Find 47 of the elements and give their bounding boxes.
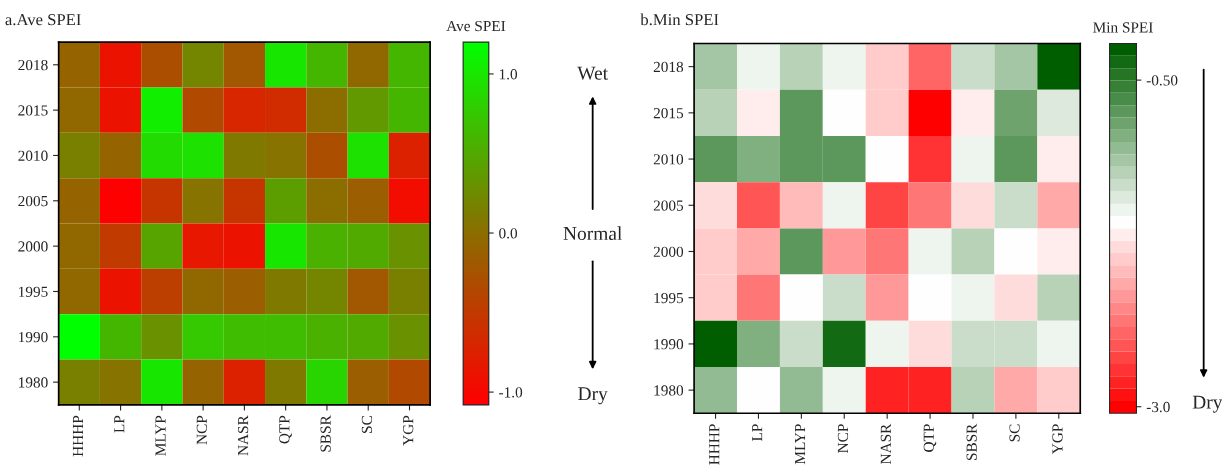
y-tick-label: 2000 — [18, 241, 48, 252]
x-tick-label: YGP — [403, 415, 414, 446]
y-tick-label: 1995 — [19, 286, 48, 297]
x-tick-label: NASR — [237, 415, 249, 456]
x-tick-label: HHHP — [709, 424, 720, 465]
y-tick-label: 1990 — [19, 331, 48, 343]
y-tick-label: 2005 — [653, 200, 684, 211]
x-tick-label: MLYP — [795, 424, 806, 465]
color-bar-label: -1.0 — [499, 387, 523, 398]
y-tick-label: 2015 — [18, 105, 48, 116]
y-tick-label: 2005 — [18, 195, 48, 207]
color-bar-label: -0.50 — [1146, 75, 1178, 86]
color-bar-title: Ave SPEI — [446, 20, 506, 32]
x-tick-label: LP — [114, 415, 125, 433]
color-bar-label: 0.0 — [499, 228, 518, 239]
chart-title: a.Ave SPEI — [5, 14, 81, 26]
text: Dry — [578, 387, 608, 405]
y-tick-label: 1980 — [19, 377, 48, 388]
x-tick-label: YGP — [1052, 424, 1063, 455]
x-tick-label: NCP — [196, 415, 207, 445]
x-tick-label: SBSR — [966, 423, 977, 461]
y-tick-label: 1980 — [654, 385, 684, 396]
y-tick-label: 2018 — [653, 61, 684, 73]
y-tick-label: 2015 — [653, 107, 684, 119]
x-tick-label: SC — [1009, 424, 1020, 442]
text: Wet — [577, 66, 608, 80]
y-tick-label: 2018 — [18, 59, 48, 71]
x-tick-label: QTP — [923, 424, 937, 452]
x-tick-label: NCP — [837, 424, 849, 453]
x-tick-label: MLYP — [155, 415, 166, 456]
y-tick-label: 1990 — [654, 339, 684, 350]
y-tick-label: 2010 — [653, 154, 684, 165]
text: Dry — [1192, 395, 1222, 413]
y-tick-label: 2000 — [653, 246, 684, 257]
x-tick-label: SBSR — [320, 415, 331, 452]
y-tick-label: 2010 — [18, 150, 48, 161]
color-bar-title: Min SPEI — [1093, 22, 1153, 33]
text: Normal — [563, 226, 622, 241]
color-bar-label: 1.0 — [499, 69, 518, 80]
x-tick-label: QTP — [279, 415, 292, 444]
color-bar-label: -3.0 — [1146, 401, 1170, 413]
x-tick-label: NASR — [880, 423, 891, 464]
x-tick-label: LP — [752, 424, 763, 442]
chart-title: b.Min SPEI — [640, 13, 719, 26]
y-tick-label: 1995 — [654, 292, 684, 304]
x-tick-label: HHHP — [72, 415, 83, 457]
x-tick-label: SC — [361, 416, 373, 433]
